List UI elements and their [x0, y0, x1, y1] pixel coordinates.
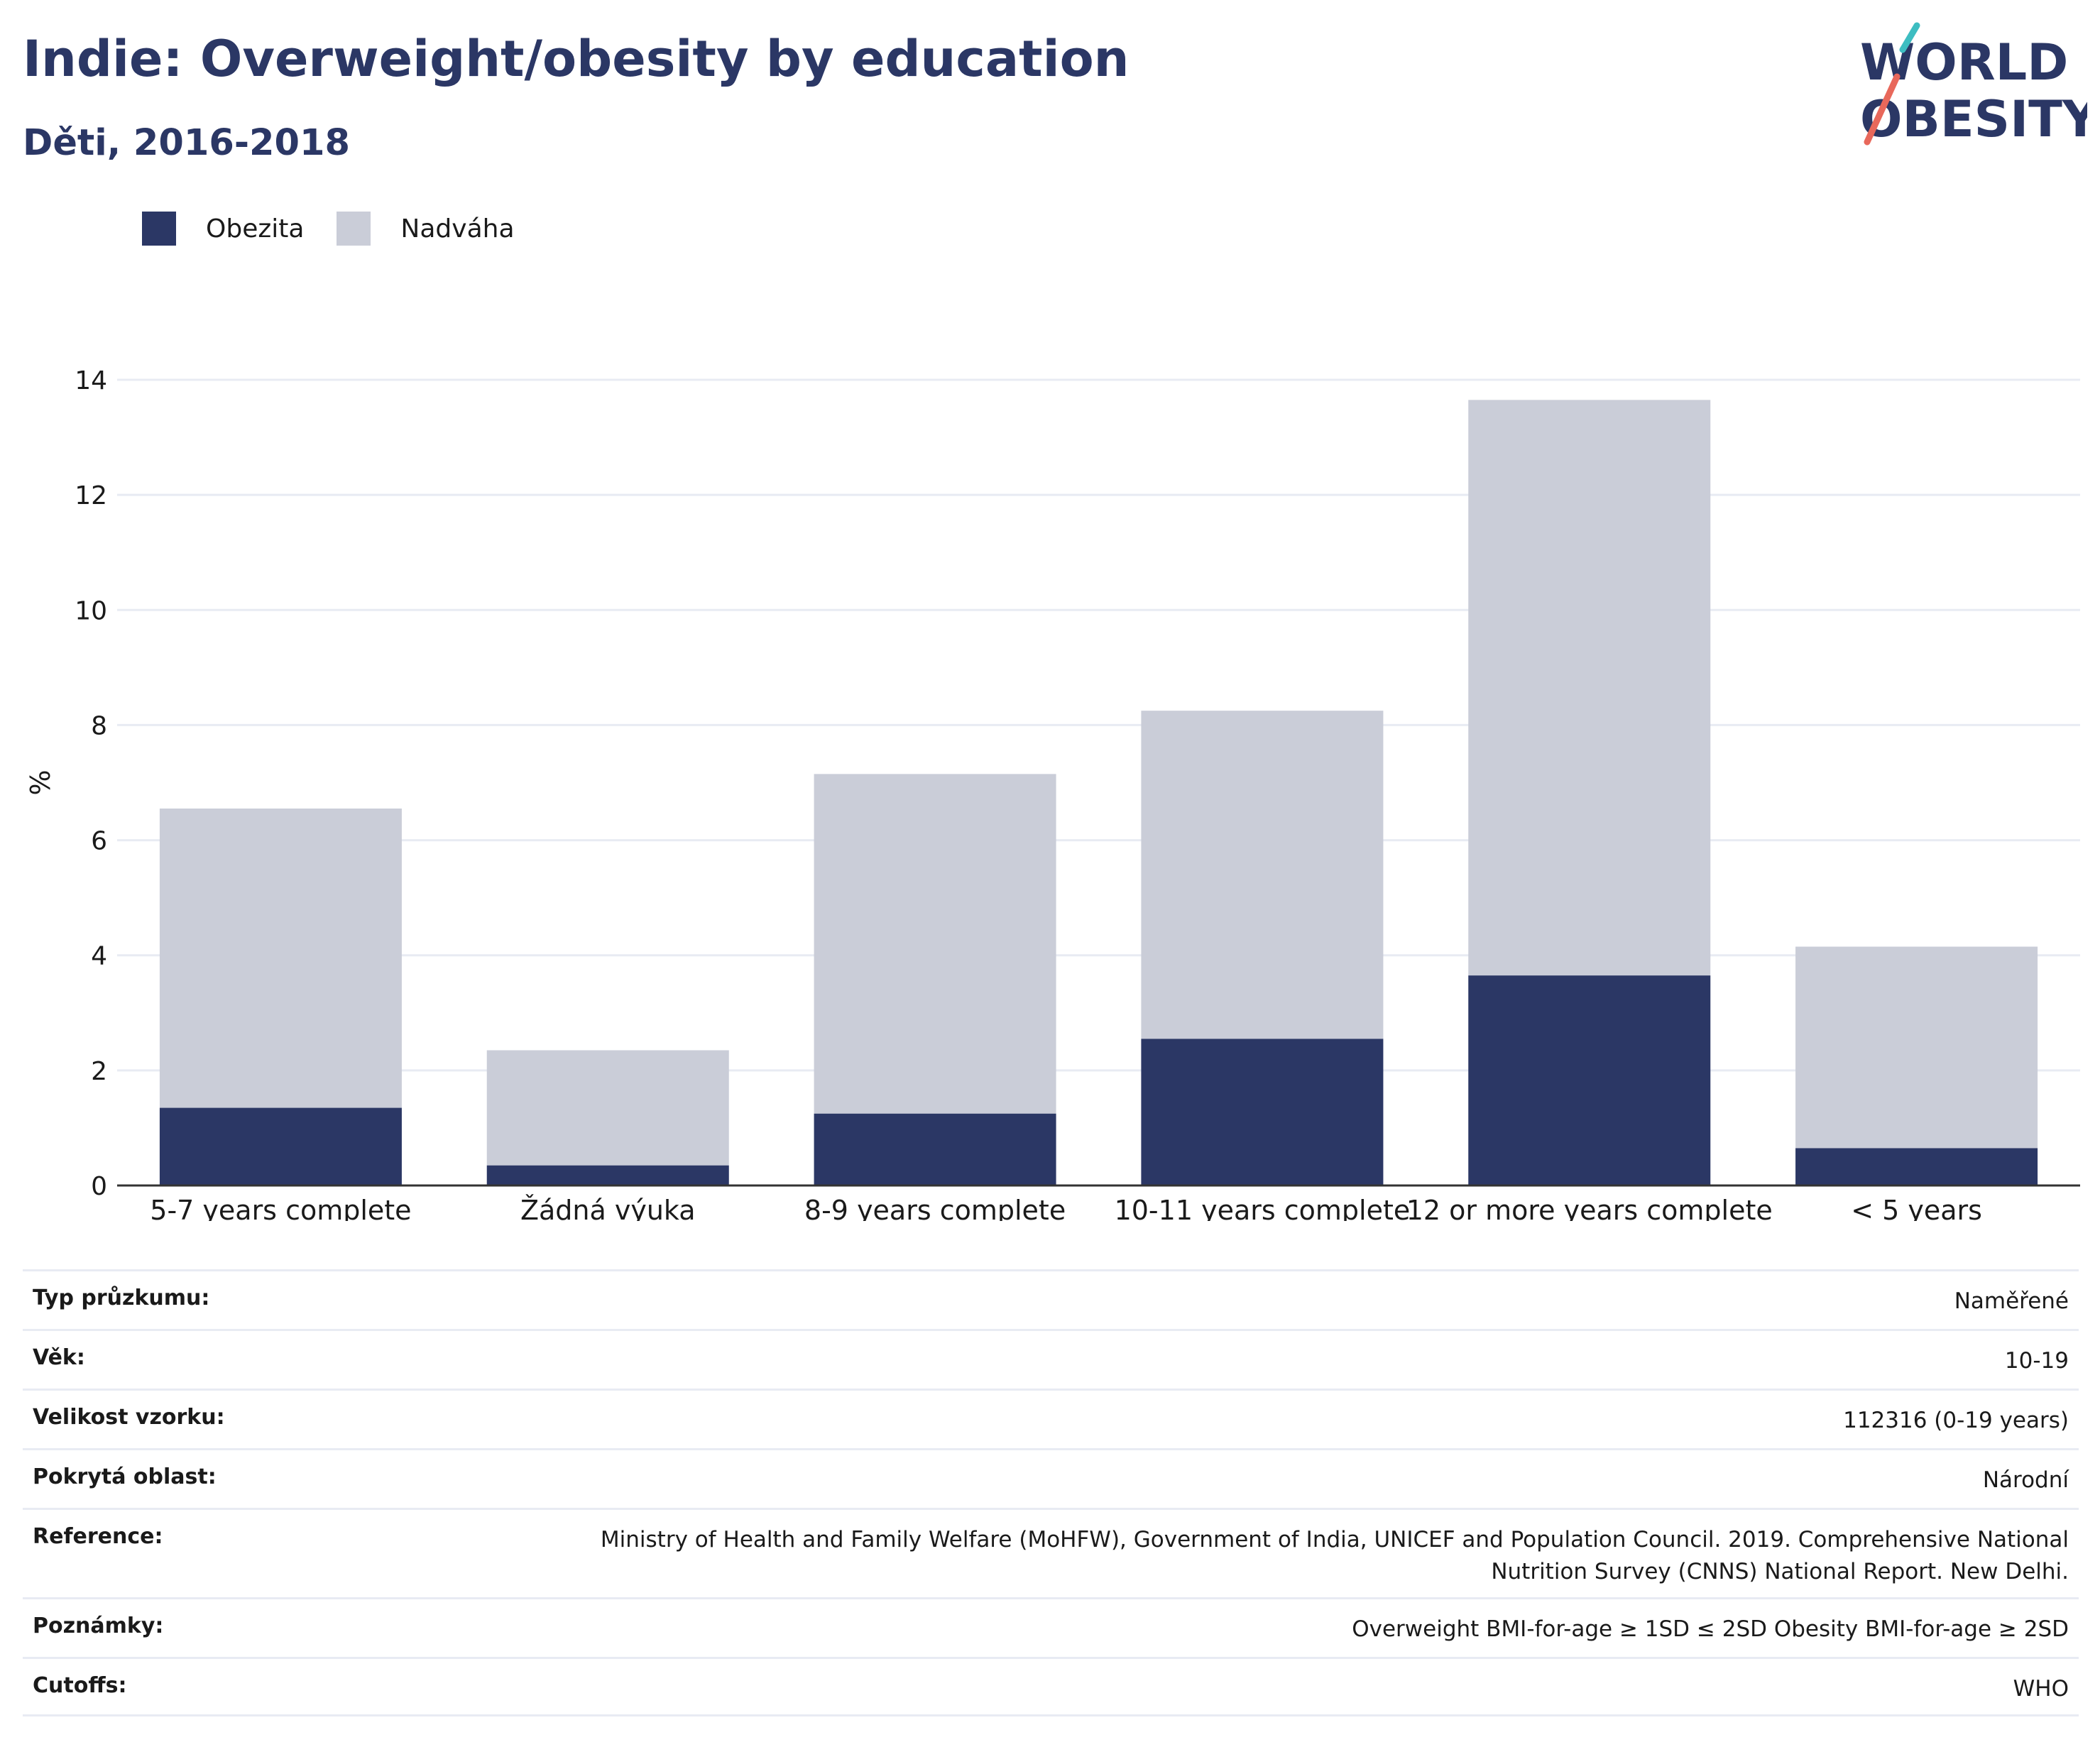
y-tick-label: 4: [91, 942, 107, 971]
info-label: Pokrytá oblast:: [33, 1464, 217, 1489]
bar-obesity: [814, 1113, 1056, 1185]
legend-swatch-overweight: [337, 212, 371, 246]
info-label: Cutoffs:: [33, 1673, 127, 1698]
y-tick-label: 2: [91, 1057, 107, 1086]
info-label: Typ průzkumu:: [33, 1286, 210, 1310]
info-value: Ministry of Health and Family Welfare (M…: [600, 1527, 2069, 1584]
bar-overweight: [486, 1050, 729, 1166]
info-value: Národní: [1982, 1467, 2069, 1493]
info-value: Overweight BMI-for-age ≥ 1SD ≤ 2SD Obesi…: [1352, 1616, 2069, 1642]
legend-label-overweight: Nadváha: [400, 214, 515, 243]
chart-title: Indie: Overweight/obesity by education: [23, 30, 1130, 88]
legend: Obezita Nadváha: [142, 212, 547, 246]
info-row-survey-type: Typ průzkumu: Naměřené: [23, 1269, 2079, 1329]
info-label: Reference:: [33, 1524, 163, 1549]
bar-obesity: [1141, 1039, 1384, 1185]
world-obesity-logo: WORLD OBESITY: [1860, 22, 2087, 148]
info-label: Věk:: [33, 1345, 85, 1370]
info-row-area: Pokrytá oblast: Národní: [23, 1448, 2079, 1508]
info-row-age: Věk: 10-19: [23, 1329, 2079, 1389]
legend-item-obesity[interactable]: Obezita: [142, 212, 304, 246]
bar-obesity: [1468, 975, 1711, 1185]
x-tick-label: Žádná výuka: [520, 1195, 696, 1221]
bar-overweight: [1468, 400, 1711, 976]
x-tick-label: 8-9 years complete: [804, 1195, 1066, 1221]
info-table: Typ průzkumu: Naměřené Věk: 10-19 Veliko…: [23, 1269, 2079, 1716]
info-row-sample-size: Velikost vzorku: 112316 (0-19 years): [23, 1389, 2079, 1448]
bar-obesity: [159, 1107, 402, 1185]
chart-subtitle: Děti, 2016-2018: [23, 122, 350, 164]
y-tick-label: 0: [91, 1172, 107, 1201]
legend-label-obesity: Obezita: [206, 214, 305, 243]
info-row-reference: Reference: Ministry of Health and Family…: [23, 1508, 2079, 1597]
x-tick-label: 10-11 years complete: [1115, 1195, 1411, 1221]
bar-obesity: [486, 1165, 729, 1185]
y-tick-label: 6: [91, 827, 107, 856]
bar-obesity: [1795, 1148, 2038, 1185]
info-value: WHO: [2013, 1676, 2069, 1702]
info-value: 112316 (0-19 years): [1843, 1408, 2069, 1433]
bar-overweight: [1141, 711, 1384, 1039]
x-tick-label: 12 or more years complete: [1406, 1195, 1773, 1221]
bar-chart: 0 2 4 6 8 10 12 14% 5-7 years complete Žádná výuk…: [25, 366, 2080, 1221]
legend-item-overweight[interactable]: Nadváha: [337, 212, 515, 246]
info-label: Velikost vzorku:: [33, 1405, 225, 1430]
info-value: Naměřené: [1954, 1288, 2069, 1314]
y-tick-label: 12: [75, 481, 107, 510]
bar-overweight: [814, 774, 1056, 1114]
bar-overweight: [1795, 946, 2038, 1149]
info-row-cutoffs: Cutoffs: WHO: [23, 1657, 2079, 1716]
y-tick-label: 14: [75, 366, 107, 395]
info-value: 10-19: [2004, 1348, 2069, 1374]
y-axis-label: %: [25, 770, 56, 795]
info-label: Poznámky:: [33, 1614, 164, 1638]
y-tick-label: 8: [91, 711, 107, 740]
x-tick-label: < 5 years: [1851, 1195, 1982, 1221]
x-tick-label: 5-7 years complete: [150, 1195, 411, 1221]
svg-text:OBESITY: OBESITY: [1860, 90, 2087, 148]
info-row-notes: Poznámky: Overweight BMI-for-age ≥ 1SD ≤…: [23, 1597, 2079, 1657]
bar-overweight: [159, 808, 402, 1108]
legend-swatch-obesity: [142, 212, 176, 246]
y-tick-label: 10: [75, 596, 107, 625]
